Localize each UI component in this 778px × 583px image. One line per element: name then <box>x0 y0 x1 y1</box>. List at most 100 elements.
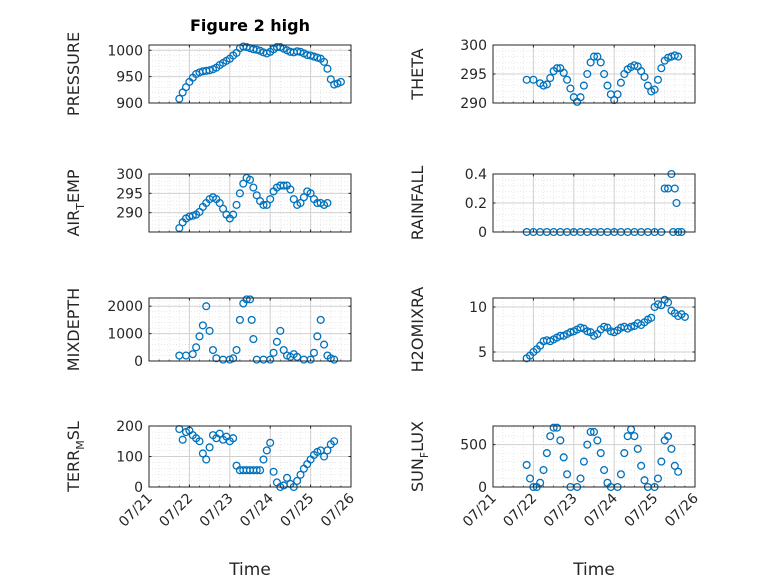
data-point <box>249 183 258 192</box>
data-point <box>633 444 642 453</box>
data-point <box>536 478 545 487</box>
data-point <box>672 198 681 208</box>
data-point <box>259 455 268 464</box>
y-tick-label: 5 <box>478 345 487 361</box>
x-tick-label: 07/21 <box>460 491 500 531</box>
data-point <box>650 85 659 94</box>
data-point <box>195 437 204 446</box>
data-point <box>205 443 214 452</box>
data-point <box>583 69 592 79</box>
data-point <box>542 80 551 89</box>
data-point <box>293 352 302 361</box>
data-point <box>600 69 609 79</box>
data-point <box>245 295 255 304</box>
y-axis-label: PRESSURE <box>64 32 83 116</box>
data-point <box>242 295 251 304</box>
data-point <box>323 64 332 73</box>
subplot-6: 5 10 H2OMIXRA <box>408 287 696 372</box>
data-point <box>296 470 305 479</box>
data-point <box>219 204 228 213</box>
data-point <box>229 434 238 443</box>
y-axis-label: SUNFLUX <box>408 421 431 492</box>
data-point <box>586 58 595 67</box>
y-tick-label: 290 <box>460 96 487 112</box>
data-point <box>563 75 572 84</box>
data-point <box>289 195 298 204</box>
data-point <box>616 470 625 479</box>
y-tick-label: 2000 <box>107 299 143 315</box>
data-point <box>205 326 214 335</box>
data-point <box>192 343 201 352</box>
x-tick-label: 07/22 <box>156 491 196 531</box>
data-series <box>175 295 339 364</box>
data-point <box>252 466 261 475</box>
data-point <box>279 181 288 190</box>
data-point <box>653 474 663 483</box>
data-point <box>252 45 261 54</box>
data-point <box>215 429 224 438</box>
data-point <box>680 312 689 321</box>
data-point <box>195 332 204 341</box>
data-point <box>667 444 676 453</box>
data-point <box>522 460 531 470</box>
data-point <box>306 355 315 364</box>
x-axis-label: Time <box>572 560 615 580</box>
data-point <box>593 52 602 61</box>
data-point <box>559 453 568 462</box>
subplot-7: 0 100 200 TERRMSL 07/21 07/22 07/23 07/24 07/25 0… <box>64 419 358 580</box>
data-point <box>589 427 599 436</box>
y-axis-label: THETA <box>408 48 427 100</box>
data-point <box>579 457 588 466</box>
data-point <box>296 198 305 208</box>
data-point <box>269 467 278 476</box>
x-tick-label: 07/26 <box>662 490 702 530</box>
data-point <box>235 315 244 324</box>
data-point <box>539 466 548 475</box>
data-point <box>674 467 683 476</box>
data-point <box>286 185 295 194</box>
data-point <box>664 432 673 441</box>
data-point <box>208 345 218 355</box>
data-point <box>320 340 329 349</box>
y-tick-label: 295 <box>460 67 487 83</box>
data-point <box>306 189 315 198</box>
data-point <box>576 474 585 483</box>
data-point <box>276 326 285 335</box>
data-point <box>647 313 656 322</box>
data-point <box>596 58 605 67</box>
data-point <box>229 354 238 363</box>
data-point <box>262 200 271 209</box>
data-point <box>653 75 663 84</box>
data-point <box>563 470 572 479</box>
y-tick-label: 0.4 <box>465 167 487 183</box>
data-point <box>657 457 666 466</box>
data-point <box>215 198 224 208</box>
y-tick-label: 0 <box>478 225 487 241</box>
data-point <box>259 200 268 209</box>
data-point <box>232 345 241 355</box>
y-tick-label: 295 <box>116 186 143 202</box>
y-tick-label: 10 <box>469 300 487 316</box>
data-point <box>198 449 207 458</box>
y-axis-label: MIXDEPTH <box>64 288 83 371</box>
data-point <box>205 66 214 75</box>
data-point <box>546 432 555 441</box>
x-tick-label: 07/23 <box>197 491 237 531</box>
data-point <box>657 64 666 73</box>
y-tick-label: 290 <box>116 206 143 222</box>
y-tick-label: 300 <box>460 38 487 54</box>
data-point <box>309 348 319 357</box>
data-point <box>616 78 625 87</box>
y-axis-label: TERRMSL <box>64 421 87 493</box>
data-point <box>202 302 211 311</box>
data-point <box>637 67 646 76</box>
data-point <box>552 423 562 432</box>
data-point <box>188 350 197 359</box>
data-point <box>262 446 271 455</box>
y-tick-label: 900 <box>116 96 143 112</box>
data-point <box>640 476 649 485</box>
x-tick-label: 07/25 <box>278 491 318 531</box>
data-point <box>640 72 649 81</box>
axes-background <box>149 298 351 361</box>
